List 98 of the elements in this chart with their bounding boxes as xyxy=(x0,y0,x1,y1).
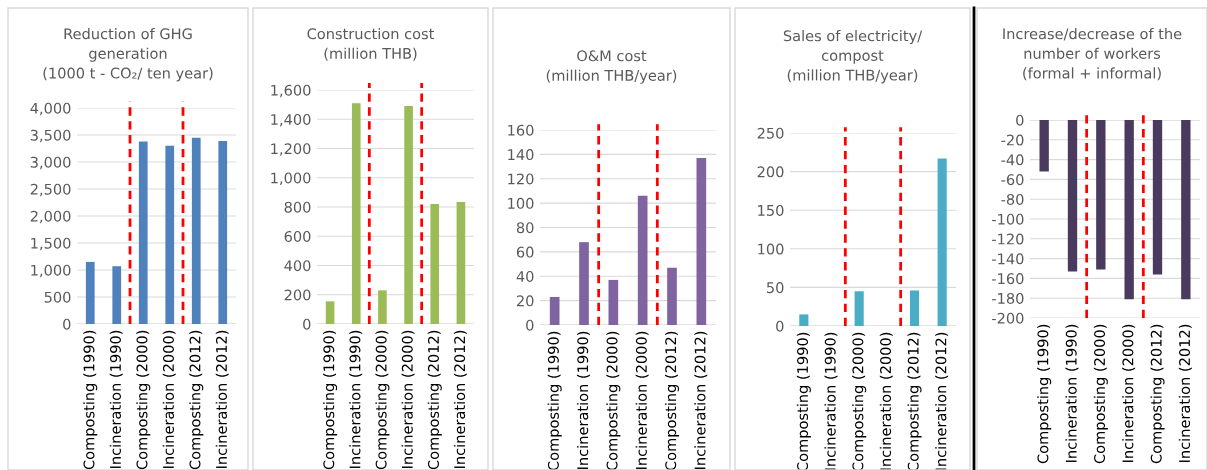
bar xyxy=(799,314,809,326)
y-tick-label: -180 xyxy=(992,292,1024,304)
y-tick-label: 0 xyxy=(63,318,71,330)
y-tick-label: 150 xyxy=(758,204,784,216)
y-tick-label: 1,400 xyxy=(271,113,311,127)
y-tick-label: 120 xyxy=(508,173,534,185)
x-tick-label: Incineration (1990) xyxy=(109,330,123,468)
y-tick-label: -40 xyxy=(1001,154,1024,166)
bar xyxy=(608,279,619,325)
x-tick-label: Incineration (2012) xyxy=(453,330,467,468)
y-tick-label: 100 xyxy=(508,197,534,209)
bar xyxy=(378,290,387,324)
bar xyxy=(325,301,335,324)
bar xyxy=(637,195,648,325)
x-tick-label: Incineration (2000) xyxy=(879,332,893,470)
y-tick-label: 20 xyxy=(516,295,534,307)
chart-title: Reduction of GHG generation (1000 t - CO₂/ ten year) xyxy=(43,28,213,82)
y-tick-label: 40 xyxy=(516,270,534,282)
x-tick-label: Composting (1990) xyxy=(83,330,98,470)
bar xyxy=(165,145,175,324)
bar xyxy=(549,296,560,325)
y-tick-label: 60 xyxy=(516,246,534,258)
y-tick-label: 160 xyxy=(508,124,534,136)
y-tick-label: -100 xyxy=(992,213,1024,225)
x-tick-label: Incineration (2000) xyxy=(162,330,176,468)
y-tick-label: 0 xyxy=(526,319,534,331)
bar xyxy=(404,106,413,324)
bar xyxy=(218,140,228,324)
x-tick-label: Incineration (1990) xyxy=(1065,324,1079,462)
x-tick-label: Incineration (1990) xyxy=(576,331,590,469)
x-tick-label: Composting (1990) xyxy=(323,330,338,470)
y-tick-label: 250 xyxy=(757,127,784,139)
y-tick-label: 800 xyxy=(284,201,311,213)
bar xyxy=(696,158,707,325)
bar xyxy=(191,137,201,324)
x-tick-label: Composting (2012) xyxy=(189,330,204,470)
bar xyxy=(430,204,440,324)
x-tick-label: Composting (2000) xyxy=(136,330,151,470)
y-tick-label: 140 xyxy=(508,149,534,161)
y-tick-label: 0 xyxy=(303,318,311,330)
y-tick-label: 1,200 xyxy=(271,143,311,156)
x-tick-label: Composting (2000) xyxy=(1093,324,1108,464)
x-tick-label: Composting (2012) xyxy=(1150,324,1165,464)
y-tick-label: 200 xyxy=(757,166,784,178)
y-tick-label: -140 xyxy=(992,253,1024,265)
x-tick-label: Incineration (2000) xyxy=(635,331,649,469)
y-tick-label: -200 xyxy=(992,312,1024,324)
bar xyxy=(909,290,920,326)
bar xyxy=(579,242,589,325)
y-tick-label: 4,000 xyxy=(30,102,71,116)
y-tick-label: 600 xyxy=(284,230,311,242)
y-tick-label: 3,000 xyxy=(30,156,71,170)
y-tick-label: 1,000 xyxy=(271,172,311,185)
x-tick-label: Incineration (2000) xyxy=(401,330,415,468)
x-tick-label: Incineration (2012) xyxy=(1178,324,1192,462)
chart-title: Increase/decrease of the number of workers (formal + informal) xyxy=(1003,28,1182,81)
x-tick-label: Incineration (1990) xyxy=(824,332,838,470)
x-tick-label: Incineration (2012) xyxy=(694,331,708,469)
y-tick-label: 100 xyxy=(758,243,784,255)
bar xyxy=(667,267,677,325)
y-tick-label: -160 xyxy=(992,273,1024,285)
x-tick-label: Composting (2000) xyxy=(606,331,621,470)
y-tick-label: 500 xyxy=(44,291,71,303)
y-tick-label: 0 xyxy=(1016,114,1024,126)
bar xyxy=(854,291,864,326)
bar xyxy=(937,158,947,326)
y-tick-label: 200 xyxy=(284,289,311,301)
bar xyxy=(351,103,361,324)
y-tick-label: -60 xyxy=(1001,174,1024,186)
bar xyxy=(85,261,95,324)
y-tick-label: -120 xyxy=(992,233,1024,245)
x-tick-label: Incineration (2012) xyxy=(935,332,949,470)
x-tick-label: Composting (2012) xyxy=(427,330,442,470)
x-tick-label: Composting (2012) xyxy=(664,331,680,470)
x-tick-label: Incineration (2000) xyxy=(1122,324,1136,462)
y-tick-label: 50 xyxy=(767,282,784,294)
bar xyxy=(112,266,122,324)
x-tick-label: Incineration (1990) xyxy=(349,330,363,468)
y-tick-label: 2,500 xyxy=(30,183,71,197)
chart-title: Sales of electricity/ compost (million THB/year) xyxy=(783,30,923,84)
x-tick-label: Composting (1990) xyxy=(547,331,562,470)
x-tick-label: Composting (1990) xyxy=(1037,324,1052,464)
x-tick-label: Composting (2000) xyxy=(375,330,390,470)
y-tick-label: 3,500 xyxy=(30,129,71,143)
bar xyxy=(138,141,148,324)
y-tick-label: 80 xyxy=(516,222,534,234)
y-tick-label: 2,000 xyxy=(30,210,71,224)
bar xyxy=(456,201,466,324)
chart-title: O&M cost (million THB/year) xyxy=(546,50,677,84)
y-tick-label: 400 xyxy=(284,260,311,272)
y-tick-label: 0 xyxy=(776,320,784,332)
y-tick-label: -20 xyxy=(1001,134,1024,146)
chart-title: Construction cost (million THB) xyxy=(307,28,435,61)
x-tick-label: Incineration (2012) xyxy=(215,330,229,468)
y-tick-label: -80 xyxy=(1001,193,1024,205)
y-tick-label: 1,600 xyxy=(271,84,311,98)
y-tick-label: 1,000 xyxy=(31,264,71,278)
y-tick-label: 1,500 xyxy=(31,237,71,251)
